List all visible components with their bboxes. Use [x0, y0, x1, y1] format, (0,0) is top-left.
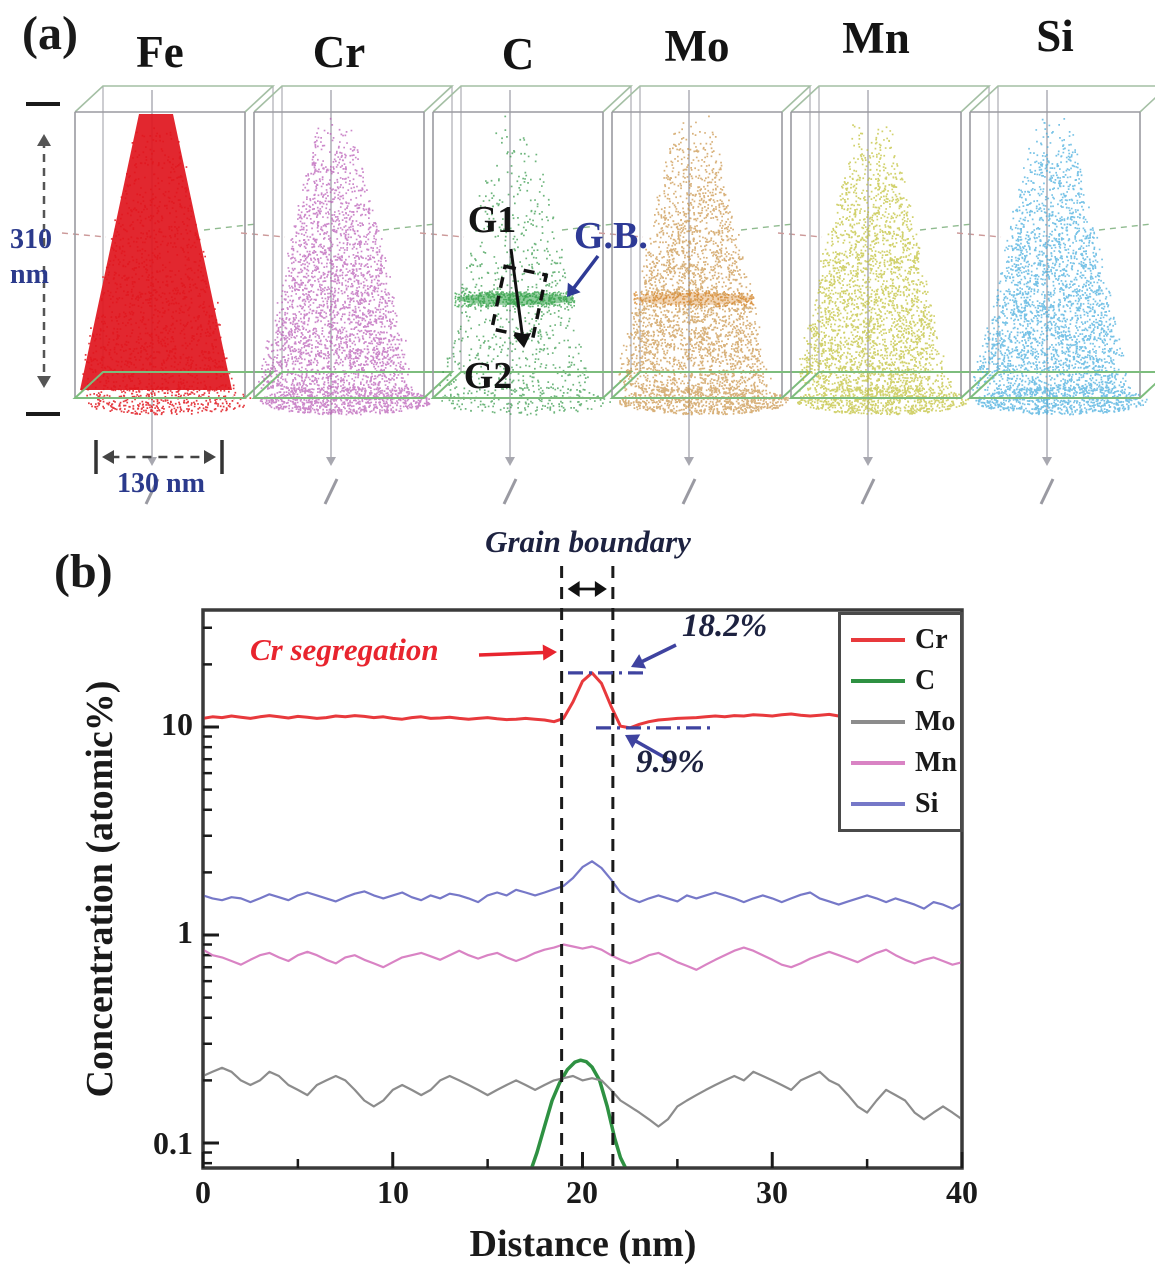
element-label-si: Si	[1036, 11, 1074, 61]
grain-boundary-markers	[478, 566, 714, 1168]
x-tick-0: 0	[195, 1174, 211, 1210]
legend-line-cr	[851, 638, 905, 642]
legend-label-si: Si	[915, 788, 939, 819]
gb-roi-annotations	[489, 248, 600, 348]
panel-b-chart	[201, 608, 964, 1170]
panel-b-label: (b)	[54, 545, 113, 598]
element-label-c: C	[501, 29, 535, 79]
legend-row-si: Si	[841, 788, 960, 820]
grain-boundary-abbrev-label: G.B.	[574, 215, 648, 257]
element-label-fe: Fe	[136, 27, 184, 77]
y-tick-10: 10	[161, 706, 193, 742]
legend-row-mn: Mn	[841, 747, 960, 779]
apt-map-si	[956, 85, 1155, 505]
legend-label-mo: Mo	[915, 706, 956, 737]
legend-row-cr: Cr	[841, 624, 960, 656]
panel-a-apt-maps	[61, 85, 1155, 505]
series-line-mo	[204, 1066, 961, 1128]
legend-label-mn: Mn	[915, 747, 957, 778]
element-label-cr: Cr	[312, 27, 366, 77]
legend-label-cr: Cr	[915, 624, 948, 655]
x-tick-40: 40	[946, 1174, 978, 1210]
x-axis-title: Distance (nm)	[469, 1223, 697, 1265]
series-line-cr	[204, 671, 961, 730]
x-tick-30: 30	[756, 1174, 788, 1210]
legend-line-mo	[851, 720, 905, 724]
y-tick-1: 1	[177, 914, 193, 950]
series-line-si	[204, 860, 961, 910]
y-axis-title: Concentration (atomic%)	[79, 680, 121, 1098]
cr-segregation-annotation: Cr segregation	[250, 632, 439, 667]
width-dimension-label: 130 nm	[117, 468, 205, 499]
apt-map-fe	[61, 85, 276, 505]
dip-value-annotation: 9.9%	[636, 744, 705, 780]
grain-boundary-annotation: Grain boundary	[485, 524, 691, 559]
legend-label-c: C	[915, 665, 936, 696]
legend-line-c	[851, 679, 905, 683]
legend-row-c: C	[841, 665, 960, 697]
apt-map-mo	[598, 85, 813, 505]
series-lines	[204, 671, 961, 1167]
apt-map-mn	[777, 85, 992, 505]
grain-1-label: G1	[467, 199, 517, 241]
legend-row-mo: Mo	[841, 706, 960, 738]
grain-2-label: G2	[463, 355, 513, 397]
peak-value-annotation: 18.2%	[682, 608, 768, 644]
height-dimension-label: 310 nm	[10, 224, 52, 290]
element-label-mn: Mn	[842, 13, 910, 63]
legend-line-mn	[851, 761, 905, 765]
chart-legend: Cr C Mo Mn Si	[838, 612, 963, 832]
element-label-mo: Mo	[664, 21, 730, 71]
legend-line-si	[851, 802, 905, 806]
y-tick-0p1: 0.1	[153, 1125, 193, 1161]
series-line-c	[530, 1058, 627, 1167]
panel-a-label: (a)	[22, 7, 78, 60]
apt-map-cr	[240, 85, 455, 505]
series-line-mn	[204, 943, 961, 971]
x-tick-10: 10	[377, 1174, 409, 1210]
dimension-annotations	[26, 102, 224, 474]
x-tick-20: 20	[566, 1174, 598, 1210]
